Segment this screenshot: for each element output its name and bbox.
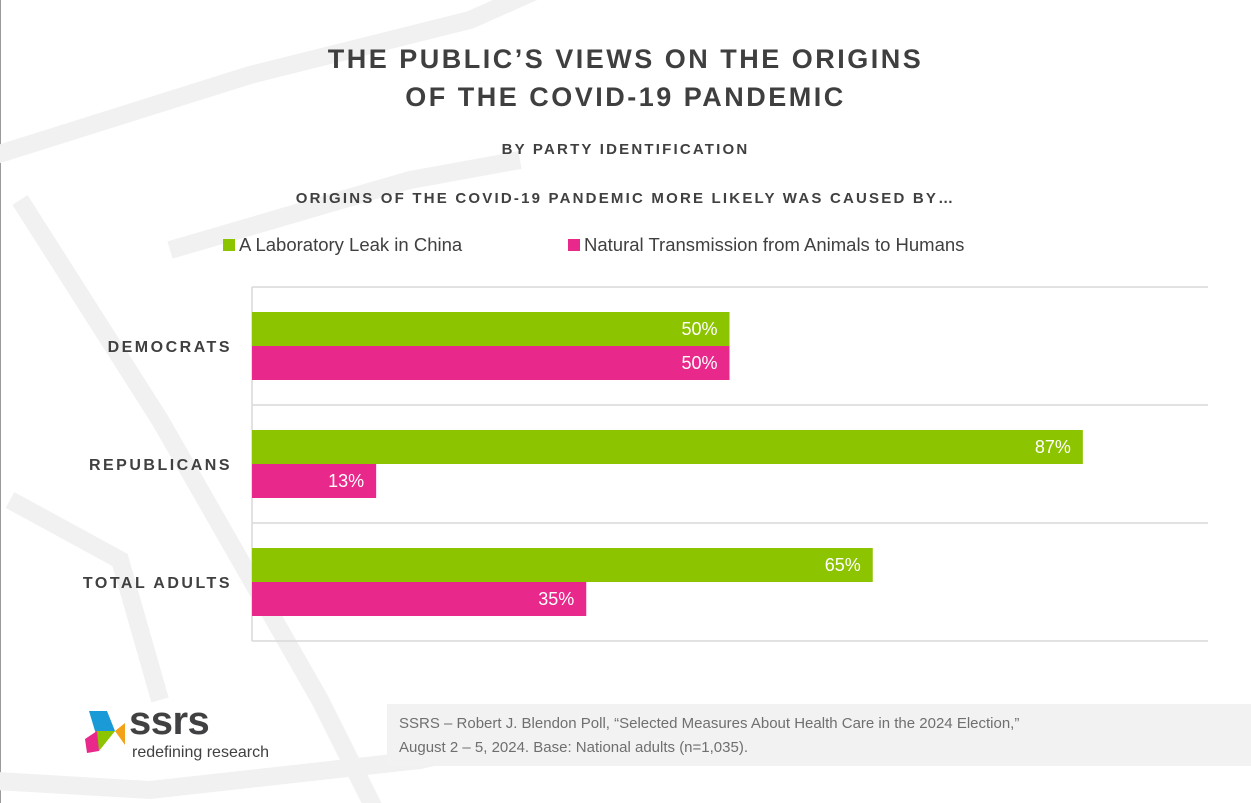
legend-item-natural-transmission: Natural Transmission from Animals to Hum… (568, 233, 964, 257)
frame-border (0, 0, 1, 803)
bar-total-adults-natural-transmission (252, 582, 587, 616)
source-note: SSRS – Robert J. Blendon Poll, “Selected… (387, 704, 1251, 766)
source-line-2: August 2 – 5, 2024. Base: National adult… (399, 739, 748, 756)
legend-swatch-lab-leak (223, 239, 235, 251)
bar-republicans-lab-leak (252, 430, 1083, 464)
data-label-total-adults-natural-transmission: 35% (538, 589, 574, 609)
legend-label-lab-leak: A Laboratory Leak in China (239, 234, 463, 255)
category-label-republicans: REPUBLICANS (89, 457, 232, 474)
chart-subtitle: BY PARTY IDENTIFICATION (501, 141, 750, 158)
ssrs-logo-tagline: redefining research (132, 744, 269, 761)
ssrs-logo: ssrs redefining research (85, 699, 285, 765)
category-label-democrats: DEMOCRATS (108, 339, 232, 356)
legend-label-natural-transmission: Natural Transmission from Animals to Hum… (584, 234, 965, 255)
legend-swatch-natural-transmission (568, 239, 580, 251)
chart-title-line-2: OF THE COVID-19 PANDEMIC (405, 82, 846, 112)
source-line-1: SSRS – Robert J. Blendon Poll, “Selected… (399, 715, 1020, 732)
data-label-democrats-lab-leak: 50% (681, 319, 717, 339)
chart-question: ORIGINS OF THE COVID-19 PANDEMIC MORE LI… (295, 190, 956, 207)
source-note-text: SSRS – Robert J. Blendon Poll, “Selected… (399, 712, 1019, 760)
chart-title-line-1: THE PUBLIC’S VIEWS ON THE ORIGINS (327, 44, 924, 74)
legend-item-lab-leak: A Laboratory Leak in China (223, 233, 462, 257)
bar-democrats-lab-leak (252, 312, 730, 346)
bar-republicans-natural-transmission (252, 464, 377, 498)
data-label-republicans-lab-leak: 87% (1035, 437, 1071, 457)
data-label-democrats-natural-transmission: 50% (681, 353, 717, 373)
bar-democrats-natural-transmission (252, 346, 730, 380)
data-label-total-adults-lab-leak: 65% (825, 555, 861, 575)
ssrs-logo-wordmark: ssrs (129, 699, 210, 743)
category-label-total-adults: TOTAL ADULTS (83, 575, 232, 592)
bar-total-adults-lab-leak (252, 548, 873, 582)
ssrs-logo-mark-icon (85, 711, 125, 753)
data-label-republicans-natural-transmission: 13% (328, 471, 364, 491)
